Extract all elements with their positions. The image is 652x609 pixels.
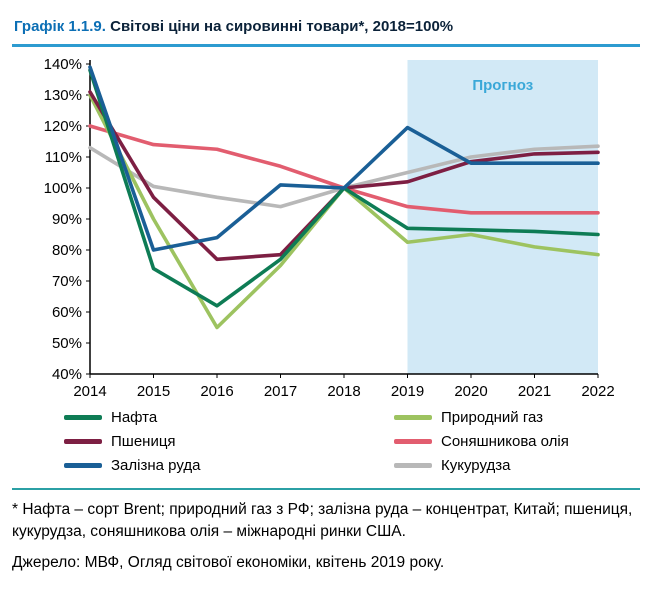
legend-swatch xyxy=(64,415,102,420)
x-axis-label: 2014 xyxy=(73,383,106,400)
x-axis-label: 2018 xyxy=(327,383,360,400)
legend-label: Залізна руда xyxy=(111,457,201,474)
footnote-divider xyxy=(12,488,640,490)
y-axis-label: 100% xyxy=(44,180,82,197)
legend-swatch xyxy=(64,463,102,468)
source-text: Джерело: МВФ, Огляд світової економіки, … xyxy=(12,553,445,571)
x-axis-label: 2021 xyxy=(518,383,551,400)
footnote-text: * Нафта – сорт Brent; природний газ з РФ… xyxy=(12,501,633,541)
forecast-label: Прогноз xyxy=(472,77,533,94)
y-axis-label: 50% xyxy=(52,335,82,352)
y-axis-label: 140% xyxy=(44,56,82,73)
series-line-5 xyxy=(88,65,600,252)
x-axis-label: 2016 xyxy=(200,383,233,400)
y-axis-label: 80% xyxy=(52,242,82,259)
legend-label: Природний газ xyxy=(441,409,544,426)
commodity-price-chart: Прогноз 40% 50% 60% 70% 80% 90% 100% 110% 120% 130… xyxy=(12,52,640,402)
legend-item-2: Природний газ xyxy=(394,409,640,426)
y-axis-label: 90% xyxy=(52,211,82,228)
y-axis-label: 130% xyxy=(44,87,82,104)
legend-item-3: Пшениця xyxy=(64,433,394,450)
legend-label: Пшениця xyxy=(111,433,176,450)
legend-label: Кукурудза xyxy=(441,457,511,474)
x-axis-label: 2020 xyxy=(454,383,487,400)
legend-swatch xyxy=(394,439,432,444)
legend-swatch xyxy=(394,463,432,468)
commodity-chart-svg: Прогноз 40% 50% 60% 70% 80% 90% 100% 110% 120% 130… xyxy=(44,56,615,400)
chart-title-text: Світові ціни на сировинні товари*, 2018=… xyxy=(110,18,454,35)
legend-item-4: Соняшникова олія xyxy=(394,433,640,450)
y-axis-label: 120% xyxy=(44,118,82,135)
x-axis-label: 2022 xyxy=(581,383,614,400)
y-axis-label: 110% xyxy=(45,149,82,166)
chart-title: Графік 1.1.9. Світові ціни на сировинні … xyxy=(12,10,640,44)
chart-number-label: Графік 1.1.9. xyxy=(14,18,106,35)
x-axis-label: 2019 xyxy=(391,383,424,400)
legend-swatch xyxy=(64,439,102,444)
legend-label: Нафта xyxy=(111,409,158,426)
legend-label: Соняшникова олія xyxy=(441,433,569,450)
legend-swatch xyxy=(394,415,432,420)
legend-item-5: Залізна руда xyxy=(64,457,394,474)
legend-item-1: Нафта xyxy=(64,409,394,426)
y-axis-label: 40% xyxy=(52,366,82,383)
legend-item-6: Кукурудза xyxy=(394,457,640,474)
y-axis-label: 60% xyxy=(52,304,82,321)
x-axis-label: 2015 xyxy=(137,383,170,400)
chart-legend: Нафта Природний газ Пшениця Соняшникова олі… xyxy=(12,404,640,484)
title-divider xyxy=(12,44,640,47)
y-axis-label: 70% xyxy=(52,273,82,290)
x-axis-label: 2017 xyxy=(264,383,297,400)
forecast-band xyxy=(407,60,598,374)
